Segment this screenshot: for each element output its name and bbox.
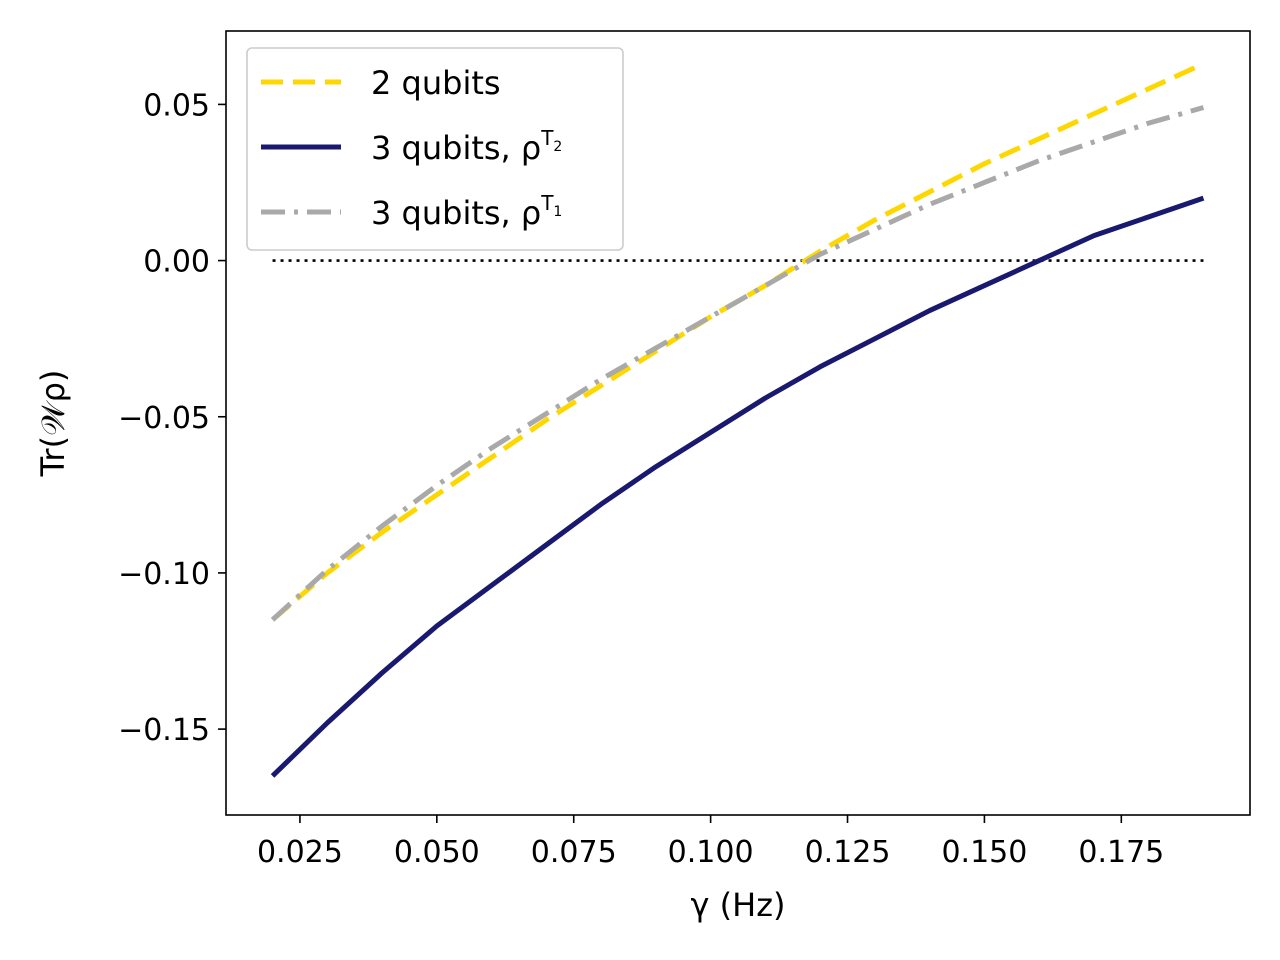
legend-label-1: 2 qubits <box>371 64 501 102</box>
y-tick-label: −0.10 <box>118 557 210 592</box>
x-tick-label: 0.125 <box>805 835 891 870</box>
x-tick-label: 0.100 <box>668 835 754 870</box>
y-axis-label: Tr(𝒲ρ) <box>34 370 72 478</box>
legend-box <box>246 47 624 251</box>
x-tick-label: 0.050 <box>394 835 480 870</box>
series-line-3 <box>270 105 1205 622</box>
x-tick-label: 0.175 <box>1078 835 1164 870</box>
plot-frame <box>225 30 1251 816</box>
series-layer <box>270 61 1205 778</box>
y-tick-label: 0.05 <box>143 88 210 123</box>
y-tick-label: −0.05 <box>118 401 210 436</box>
series-line-2 <box>270 195 1205 778</box>
legend-label-3: 3 qubits, ρT1 <box>371 191 562 232</box>
x-tick-label: 0.025 <box>257 835 343 870</box>
x-tick-label: 0.075 <box>531 835 617 870</box>
y-tick-label: −0.15 <box>118 713 210 748</box>
legend-label-2: 3 qubits, ρT2 <box>371 126 562 167</box>
legend: 2 qubits 3 qubits, ρT2 3 qubits, ρT1 <box>246 47 624 251</box>
y-tick-label: 0.00 <box>143 245 210 280</box>
y-axis: −0.15 −0.10 −0.05 0.00 0.05 <box>118 88 226 748</box>
x-axis-label: γ (Hz) <box>691 886 786 924</box>
x-axis: 0.025 0.050 0.075 0.100 0.125 0.150 0.175 <box>257 815 1164 870</box>
x-tick-label: 0.150 <box>941 835 1027 870</box>
